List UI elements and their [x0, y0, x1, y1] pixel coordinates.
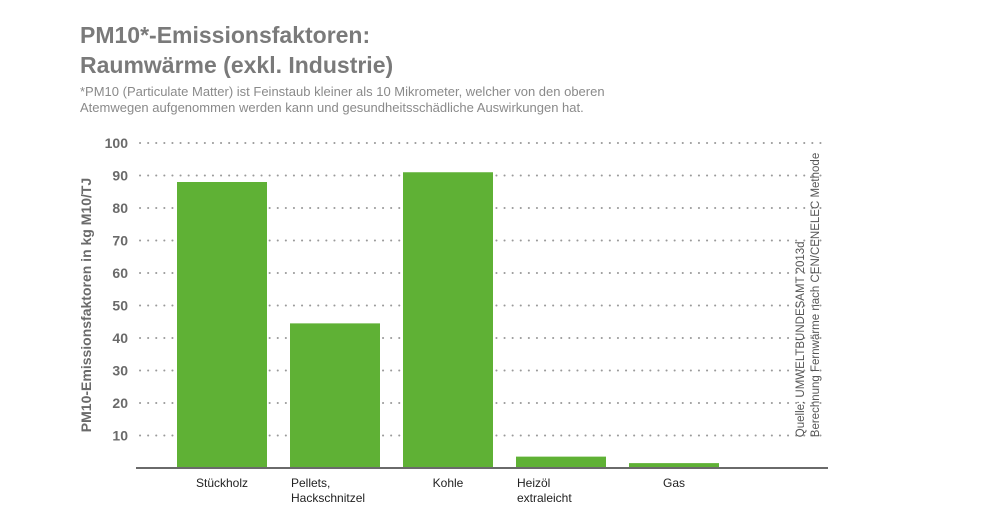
bar	[516, 456, 606, 468]
y-tick-label: 100	[105, 135, 129, 151]
y-tick-label: 60	[112, 265, 128, 281]
x-tick-label: Stückholz	[196, 476, 248, 490]
y-tick-label: 80	[112, 200, 128, 216]
y-tick-label: 10	[112, 428, 128, 444]
source-line1: Quelle: UMWELTBUNDESAMT 2013d	[795, 241, 807, 438]
source-line2: Berechnung Fernwärme nach CEN/CENELEC Me…	[810, 152, 822, 438]
x-tick-label: Kohle	[433, 476, 464, 490]
bar-layer	[177, 172, 719, 468]
x-tick-label: Heizöl extraleicht	[517, 476, 572, 505]
y-axis-label: PM10-Emissionsfaktoren in kg M10/TJ	[78, 177, 94, 433]
chart-title: PM10*-Emissionsfaktoren: Raumwärme (exkl…	[80, 20, 393, 80]
x-tick-label: Pellets, Hackschnitzel	[291, 476, 365, 505]
x-tick-layer: Stückholz Pellets, Hackschnitzel Kohle Heizö…	[196, 476, 685, 505]
chart-title-line1: PM10*-Emissionsfaktoren:	[80, 22, 371, 48]
y-tick-label: 70	[112, 233, 128, 249]
y-tick-label: 90	[112, 168, 128, 184]
chart-title-line2: Raumwärme (exkl. Industrie)	[80, 52, 394, 78]
y-tick-layer: 10 20 30 40 50 60 70 80 90 100	[105, 135, 129, 444]
y-tick-label: 20	[112, 395, 128, 411]
footnote: *PM10 (Particulate Matter) ist Feinstaub…	[80, 84, 800, 116]
y-tick-label: 50	[112, 298, 128, 314]
bar	[403, 172, 493, 468]
footnote-line1: *PM10 (Particulate Matter) ist Feinstaub…	[80, 84, 605, 99]
y-tick-label: 40	[112, 330, 128, 346]
bar	[177, 182, 267, 468]
bar	[629, 463, 719, 468]
bar	[290, 323, 380, 468]
footnote-line2: Atemwegen aufgenommen werden kann und ge…	[80, 100, 584, 115]
x-tick-label: Gas	[663, 476, 685, 490]
source-note: Quelle: UMWELTBUNDESAMT 2013d Berechnung…	[794, 153, 824, 437]
y-tick-label: 30	[112, 363, 128, 379]
